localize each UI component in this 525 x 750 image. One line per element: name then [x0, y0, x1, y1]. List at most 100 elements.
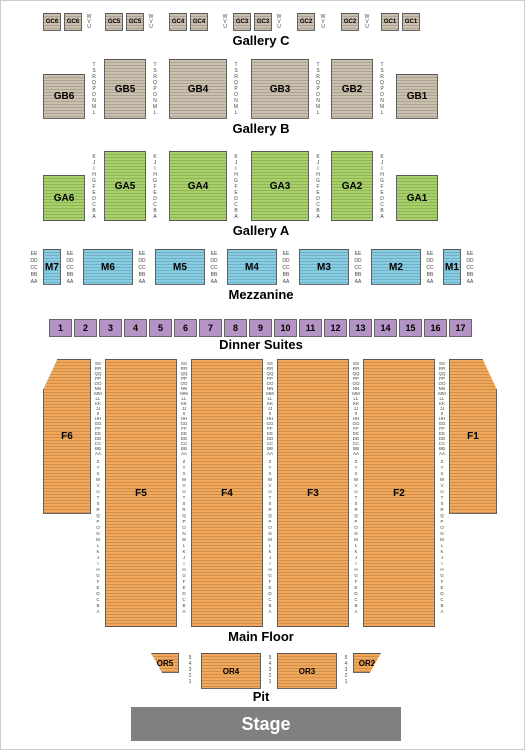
floor-aisle-lower-0: Z Y X W V U T S R Q P O N M L K J I H G … [93, 459, 103, 615]
floor-aisle-lower-2: Z Y X W V U T S R Q P O N M L K J I H G … [265, 459, 275, 615]
floor-F3: F3 [277, 359, 349, 627]
floor-aisle-lower-4: Z Y X W V U T S R Q P O N M L K J I H G … [437, 459, 447, 615]
mezz-M1: M1 [443, 249, 461, 285]
pit-OR2: OR2 [353, 653, 381, 673]
floor-F6: F6 [43, 359, 91, 514]
floor-aisle-lower-1: Z Y X W V U T S R Q P O N M L K J I H G … [179, 459, 189, 615]
label-galleryB: Gallery B [211, 121, 311, 136]
pit-aisle-0: 5 4 3 2 1 [185, 655, 195, 685]
pit-aisle-2: 5 4 3 2 1 [341, 655, 351, 685]
suite-1: 1 [49, 319, 72, 337]
suite-7: 7 [199, 319, 222, 337]
gb-aisle-3: T S R Q P O N M L [313, 62, 323, 116]
pit-OR3: OR3 [277, 653, 337, 689]
label-floor: Main Floor [211, 629, 311, 644]
floor-aisle-lower-3: Z Y X W V U T S R Q P O N M L K J I H G … [351, 459, 361, 615]
mezz-M4: M4 [227, 249, 277, 285]
mezz-M6: M6 [83, 249, 133, 285]
gc-aisle-3: W V U [275, 15, 283, 30]
floor-F4: F4 [191, 359, 263, 627]
suite-6: 6 [174, 319, 197, 337]
mezz-aisle-0: EE DD CC BB AA [28, 251, 40, 286]
label-galleryA: Gallery A [211, 223, 311, 238]
pit-OR4: OR4 [201, 653, 261, 689]
label-mezz: Mezzanine [211, 287, 311, 302]
suite-14: 14 [374, 319, 397, 337]
gb-aisle-1: T S R Q P O N M L [150, 62, 160, 116]
suite-3: 3 [99, 319, 122, 337]
mezz-aisle-1: EE DD CC BB AA [64, 251, 76, 286]
gb-aisle-2: T S R Q P O N M L [231, 62, 241, 116]
floor-aisle-upper-0: SS RR QQ PP OO NN MM LL KK JJ II HH GG F… [93, 361, 103, 456]
gc-block-1: GC6 [64, 13, 82, 31]
suite-13: 13 [349, 319, 372, 337]
pit-OR5: OR5 [151, 653, 179, 673]
mezz-aisle-4: EE DD CC BB AA [280, 251, 292, 286]
ga-aisle-3: K J I H G F E D C B A [313, 154, 323, 220]
floor-F1: F1 [449, 359, 497, 514]
gc-block-4: GC4 [169, 13, 187, 31]
gb-aisle-0: T S R Q P O N M L [89, 62, 99, 116]
ga-GA4: GA4 [169, 151, 227, 221]
mezz-aisle-2: EE DD CC BB AA [136, 251, 148, 286]
suite-10: 10 [274, 319, 297, 337]
suite-4: 4 [124, 319, 147, 337]
ga-aisle-2: K J I H G F E D C B A [231, 154, 241, 220]
gc-aisle-1: W V U [147, 15, 155, 30]
ga-aisle-1: K J I H G F E D C B A [150, 154, 160, 220]
mezz-aisle-5: EE DD CC BB AA [352, 251, 364, 286]
gb-GB5: GB5 [104, 59, 146, 119]
gc-block-5: GC4 [190, 13, 208, 31]
suite-2: 2 [74, 319, 97, 337]
suite-15: 15 [399, 319, 422, 337]
gc-block-11: GC1 [402, 13, 420, 31]
floor-aisle-upper-4: SS RR QQ PP OO NN MM LL KK JJ II HH GG F… [437, 361, 447, 456]
gb-GB1: GB1 [396, 74, 438, 119]
floor-aisle-upper-1: SS RR QQ PP OO NN MM LL KK JJ II HH GG F… [179, 361, 189, 456]
floor-F2: F2 [363, 359, 435, 627]
suite-11: 11 [299, 319, 322, 337]
mezz-M7: M7 [43, 249, 61, 285]
mezz-aisle-3: EE DD CC BB AA [208, 251, 220, 286]
ga-GA2: GA2 [331, 151, 373, 221]
gc-aisle-4: W V U [319, 15, 327, 30]
suite-9: 9 [249, 319, 272, 337]
gb-GB6: GB6 [43, 74, 85, 119]
floor-aisle-upper-2: SS RR QQ PP OO NN MM LL KK JJ II HH GG F… [265, 361, 275, 456]
suite-8: 8 [224, 319, 247, 337]
gb-aisle-4: T S R Q P O N M L [377, 62, 387, 116]
gc-aisle-2: W V U [211, 15, 239, 30]
suite-16: 16 [424, 319, 447, 337]
floor-F5: F5 [105, 359, 177, 627]
gb-GB3: GB3 [251, 59, 309, 119]
gc-block-3: GC5 [126, 13, 144, 31]
ga-aisle-4: K J I H G F E D C B A [377, 154, 387, 220]
seating-chart: Gallery C Gallery B Gallery A Mezzanine Dinn… [0, 0, 525, 750]
gc-block-7: GC3 [254, 13, 272, 31]
gc-block-9: GC2 [341, 13, 359, 31]
label-pit: Pit [246, 689, 276, 704]
gc-aisle-5: W V U [363, 15, 371, 30]
label-galleryC: Gallery C [211, 33, 311, 48]
gc-block-10: GC1 [381, 13, 399, 31]
gc-block-0: GC6 [43, 13, 61, 31]
suite-17: 17 [449, 319, 472, 337]
suite-5: 5 [149, 319, 172, 337]
ga-GA5: GA5 [104, 151, 146, 221]
gc-aisle-0: W V U [85, 15, 93, 30]
ga-GA3: GA3 [251, 151, 309, 221]
ga-GA6: GA6 [43, 175, 85, 221]
floor-aisle-upper-3: SS RR QQ PP OO NN MM LL KK JJ II HH GG F… [351, 361, 361, 456]
pit-aisle-1: 5 4 3 2 1 [265, 655, 275, 685]
gc-block-2: GC5 [105, 13, 123, 31]
mezz-aisle-7: EE DD CC BB AA [464, 251, 476, 286]
gc-block-8: GC2 [297, 13, 315, 31]
mezz-M2: M2 [371, 249, 421, 285]
gb-GB2: GB2 [331, 59, 373, 119]
mezz-aisle-6: EE DD CC BB AA [424, 251, 436, 286]
label-suites: Dinner Suites [201, 337, 321, 352]
mezz-M3: M3 [299, 249, 349, 285]
suite-12: 12 [324, 319, 347, 337]
mezz-M5: M5 [155, 249, 205, 285]
stage: Stage [131, 707, 401, 741]
